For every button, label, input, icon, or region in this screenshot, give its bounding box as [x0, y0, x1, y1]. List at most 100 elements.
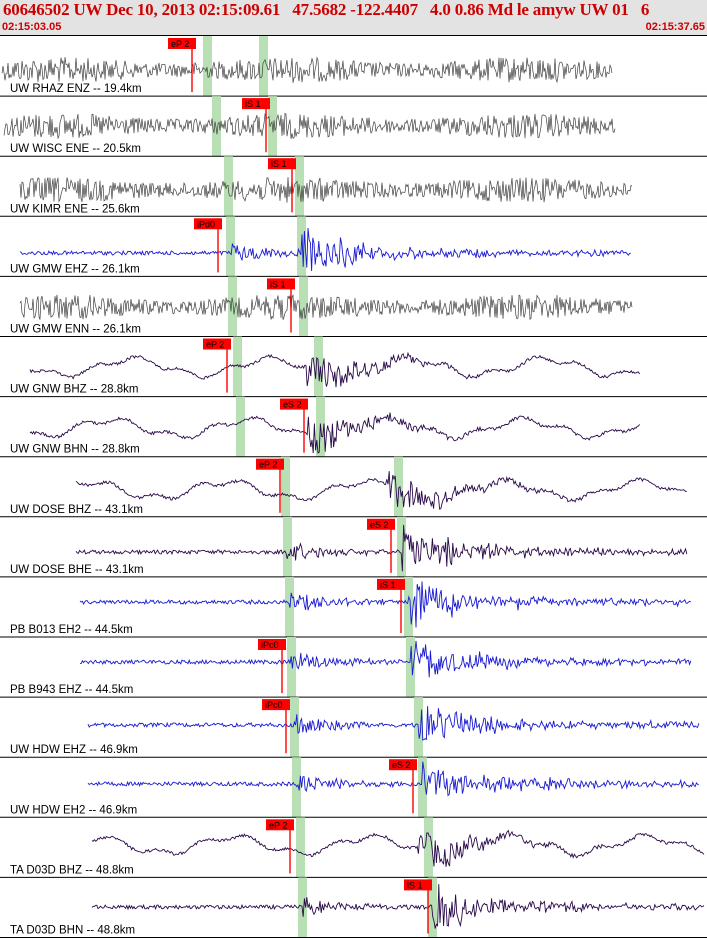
waveform [79, 581, 692, 628]
waveform [19, 227, 631, 272]
waveform [75, 524, 688, 572]
waveform [1, 56, 613, 84]
pick-label: iS 1 [407, 880, 423, 890]
trace-row[interactable]: iS 1 PB B013 EH2 -- 44.5km [0, 576, 707, 638]
pick-marker[interactable] [256, 458, 284, 470]
s-window-band [397, 516, 406, 577]
event-title: 60646502 UW Dec 10, 2013 02:15:09.61 47.… [3, 0, 650, 19]
trace-label: TA D03D BHN -- 48.8km [10, 925, 135, 937]
trace-row[interactable]: iS 1 UW GMW ENN -- 26.1km [0, 276, 707, 337]
pick-marker[interactable] [168, 38, 196, 49]
pick-label: iS 1 [271, 159, 287, 169]
p-window-band [290, 697, 299, 758]
p-window-band [281, 456, 290, 517]
p-window-band [228, 276, 237, 337]
pick-label: eS 2 [283, 400, 302, 410]
trace-label: UW GMW EHZ -- 26.1km [10, 263, 140, 275]
pick-label: eP 2 [171, 39, 189, 49]
pick-marker[interactable] [367, 518, 395, 530]
trace-row[interactable]: iS 1 UW KIMR ENE -- 25.6km [0, 156, 707, 217]
pick-label: iPd0 [197, 219, 215, 229]
pick-marker[interactable] [267, 278, 295, 290]
trace-label: PB B013 EH2 -- 44.5km [10, 624, 133, 636]
p-window-band [287, 637, 296, 698]
waveform [29, 351, 640, 388]
waveform [75, 471, 687, 510]
s-window-band [418, 757, 427, 818]
s-window-band [424, 817, 433, 878]
p-window-band [212, 96, 221, 157]
trace-row[interactable]: eP 2 UW RHAZ ENZ -- 19.4km [0, 36, 707, 97]
trace-label: UW GNW BHN -- 28.8km [10, 444, 140, 456]
pick-label: iS 1 [245, 99, 261, 109]
waveform [91, 829, 705, 867]
pick-marker[interactable] [203, 338, 231, 350]
event-header: 60646502 UW Dec 10, 2013 02:15:09.61 47.… [0, 0, 707, 36]
trace-row[interactable]: eP 2 UW GNW BHZ -- 28.8km [0, 336, 707, 398]
p-window-band [292, 757, 301, 818]
trace-label: PB B943 EHZ -- 44.5km [10, 684, 133, 696]
pick-marker[interactable] [194, 218, 222, 230]
waveform [79, 640, 692, 678]
p-window-band [233, 336, 242, 397]
end-time-label: 02:15:37.65 [645, 21, 705, 33]
trace-row[interactable]: iS 1 UW WISC ENE -- 20.5km [0, 96, 707, 157]
pick-label: iPc0 [265, 700, 283, 710]
trace-row[interactable]: eP 2 UW DOSE BHZ -- 43.1km [0, 456, 707, 518]
pick-marker[interactable] [268, 158, 296, 170]
pick-marker[interactable] [404, 879, 432, 891]
trace-label: UW DOSE BHE -- 43.1km [10, 564, 144, 576]
s-window-band [259, 36, 268, 97]
waveform [29, 412, 640, 454]
pick-label: eS 2 [392, 760, 411, 770]
p-window-band [203, 36, 212, 97]
pick-marker[interactable] [266, 819, 294, 831]
trace-label: UW RHAZ ENZ -- 19.4km [10, 83, 142, 95]
pick-marker[interactable] [389, 759, 417, 771]
start-time-label: 02:15:03.05 [2, 21, 62, 33]
p-window-band [296, 817, 305, 878]
pick-label: iS 1 [270, 279, 286, 289]
trace-row[interactable]: iS 1 TA D03D BHN -- 48.8km [0, 877, 707, 938]
trace-row[interactable]: iPc0 UW HDW EHZ -- 46.9km [0, 697, 707, 758]
trace-label: UW WISC ENE -- 20.5km [10, 143, 141, 155]
s-window-band [428, 877, 437, 938]
pick-marker[interactable] [280, 398, 308, 410]
pick-marker[interactable] [258, 639, 286, 650]
waveform [87, 706, 700, 741]
waveform [91, 884, 705, 929]
pick-label: eP 2 [269, 820, 287, 830]
s-window-band [299, 276, 308, 337]
pick-label: eS 2 [370, 520, 389, 530]
trace-row[interactable]: eS 2 UW HDW EH2 -- 46.9km [0, 757, 707, 818]
pick-label: iS 1 [380, 580, 396, 590]
p-window-band [283, 516, 292, 577]
trace-label: UW HDW EHZ -- 46.9km [10, 744, 138, 756]
trace-row[interactable]: iPd0 UW GMW EHZ -- 26.1km [0, 216, 707, 277]
trace-label: UW GNW BHZ -- 28.8km [10, 384, 138, 396]
pick-marker[interactable] [377, 578, 405, 590]
trace-row[interactable]: eS 2 UW GNW BHN -- 28.8km [0, 396, 707, 458]
trace-label: TA D03D BHZ -- 48.8km [10, 864, 134, 876]
p-window-band [224, 156, 233, 217]
trace-label: UW HDW EH2 -- 46.9km [10, 804, 137, 816]
p-window-band [226, 216, 235, 277]
waveform [3, 112, 616, 140]
trace-row[interactable]: iPc0 PB B943 EHZ -- 44.5km [0, 637, 707, 698]
trace-label: UW KIMR ENE -- 25.6km [10, 203, 140, 215]
s-window-band [406, 637, 415, 698]
trace-label: UW GMW ENN -- 26.1km [10, 324, 141, 336]
pick-marker[interactable] [262, 699, 290, 711]
waveform [87, 761, 700, 797]
p-window-band [236, 396, 245, 457]
s-window-band [394, 456, 403, 517]
waveform [19, 177, 633, 203]
trace-panel[interactable]: eP 2 UW RHAZ ENZ -- 19.4km iS 1 UW WISC ENE… [0, 36, 707, 938]
trace-label: UW DOSE BHZ -- 43.1km [10, 504, 143, 516]
trace-row[interactable]: eS 2 UW DOSE BHE -- 43.1km [0, 516, 707, 578]
pick-marker[interactable] [242, 98, 270, 110]
pick-label: eP 2 [206, 340, 224, 350]
trace-row[interactable]: eP 2 TA D03D BHZ -- 48.8km [0, 817, 707, 878]
pick-label: eP 2 [259, 460, 277, 470]
